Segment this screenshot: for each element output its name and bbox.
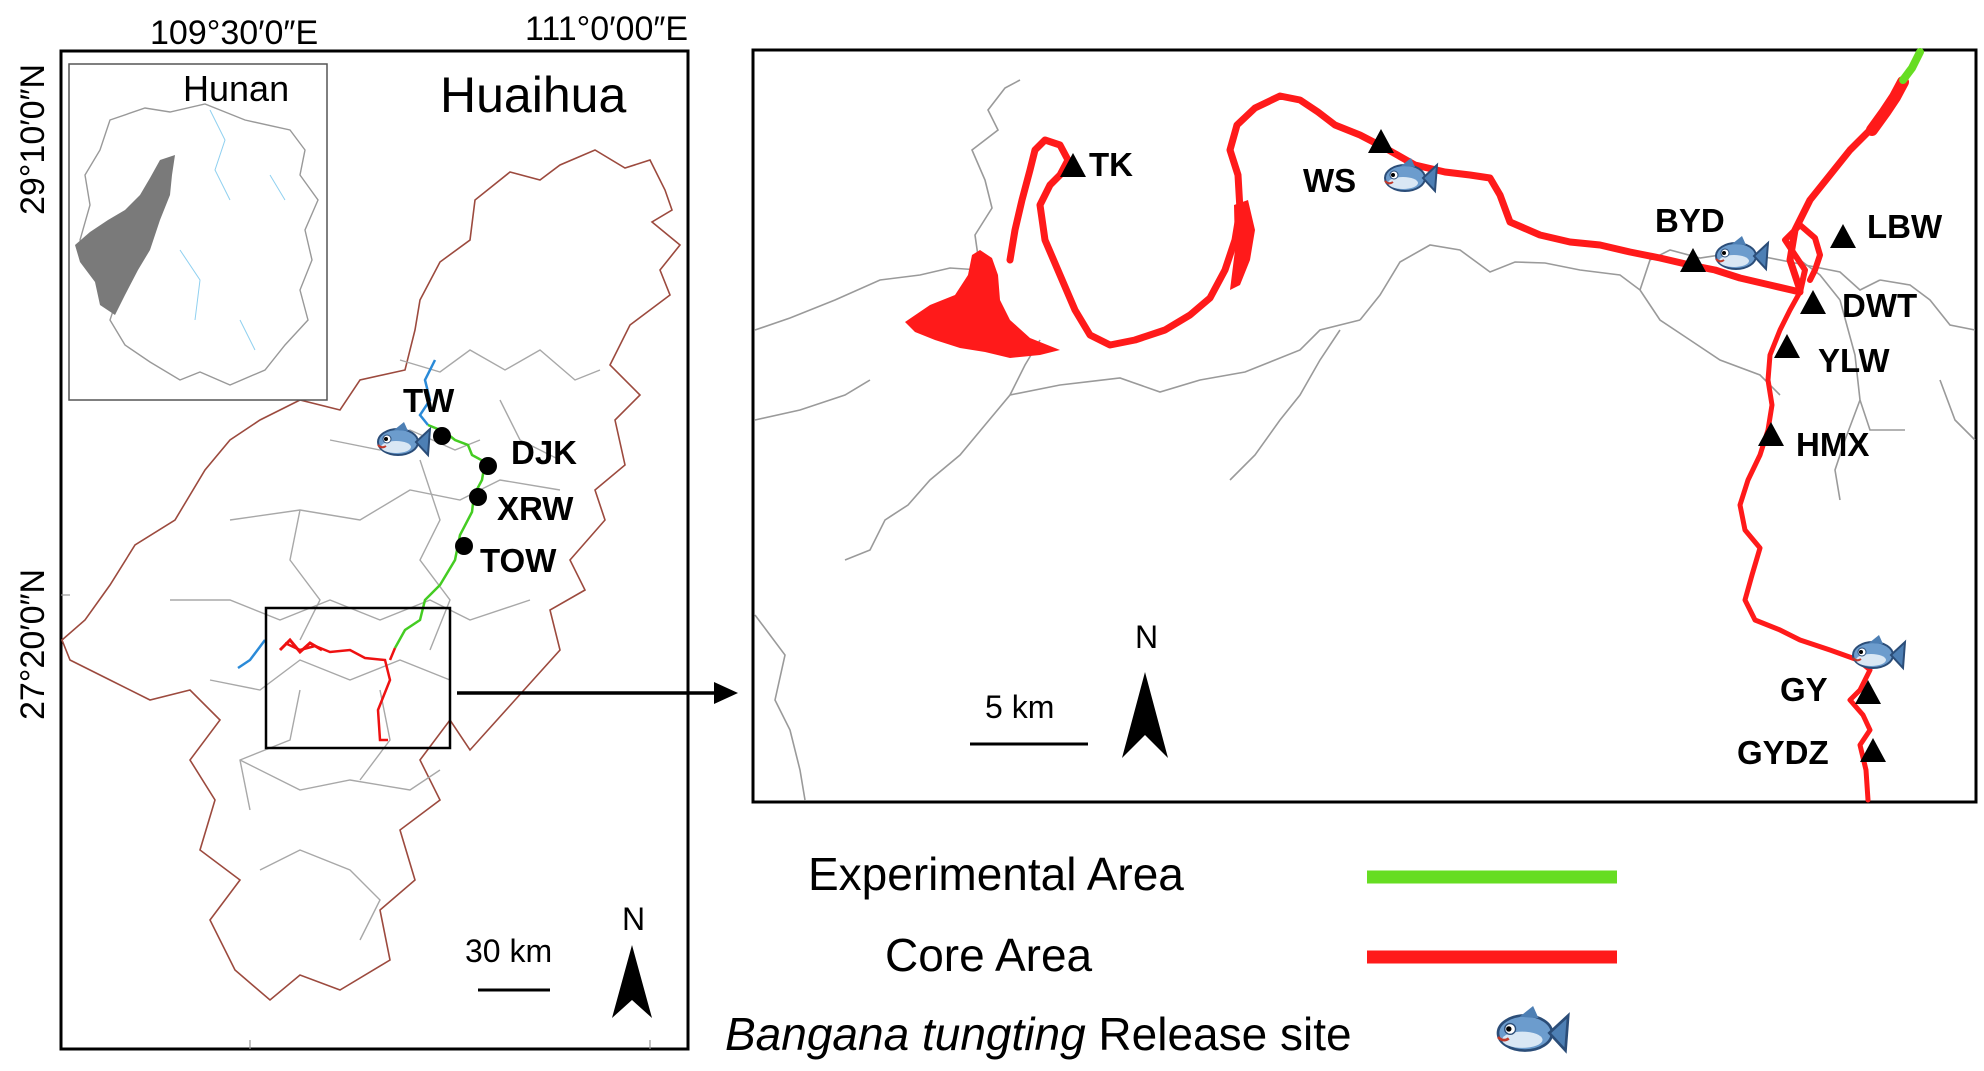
hunan-rivers	[179, 109, 286, 351]
overview-north-arrow-icon	[612, 945, 652, 1018]
site-marker-gydz	[1860, 738, 1886, 762]
site-label-djk: DJK	[511, 434, 577, 471]
core-area-widening	[1230, 200, 1255, 290]
site-marker-lbw	[1830, 224, 1856, 248]
overview-river-green	[393, 423, 487, 649]
site-marker-byd	[1680, 248, 1706, 272]
overview-north-label: N	[622, 901, 645, 937]
site-label-tw: TW	[403, 382, 455, 419]
site-label-lbw: LBW	[1867, 208, 1943, 245]
lat-label-1: 29°10′0″N	[14, 64, 52, 215]
legend-release-suffix: Release site	[1086, 1008, 1352, 1060]
core-area-reservoir	[905, 250, 1060, 358]
site-marker-tw	[433, 427, 451, 445]
overview-river-blue	[237, 359, 437, 670]
legend-experimental-label: Experimental Area	[808, 848, 1184, 900]
legend-release-label: Bangana tungting Release site	[725, 1008, 1352, 1060]
site-marker-hmx	[1758, 422, 1784, 446]
inset-label: Hunan	[183, 68, 289, 109]
detail-sites: TK WS BYD LBW DWT YLW HMX GY GYDZ	[1060, 129, 1943, 771]
zoom-extent-box	[264, 606, 452, 750]
site-label-xrw: XRW	[497, 490, 574, 527]
site-label-gy: GY	[1780, 671, 1828, 708]
site-marker-tk	[1060, 153, 1086, 177]
overview-map: 109°30′0″E 111°0′00″E 29°10′0″N 27°20′0″…	[14, 10, 690, 1051]
site-label-gydz: GYDZ	[1737, 734, 1829, 771]
site-label-hmx: HMX	[1796, 426, 1869, 463]
site-marker-gy	[1855, 680, 1881, 704]
overview-sites: TW DJK XRW TOW	[377, 382, 577, 579]
site-marker-xrw	[469, 488, 487, 506]
lat-label-2: 27°20′0″N	[14, 569, 52, 720]
site-label-tow: TOW	[480, 542, 557, 579]
site-marker-dwt	[1800, 290, 1826, 314]
site-marker-ylw	[1774, 334, 1800, 358]
huaihua-boundary	[61, 149, 682, 1002]
fish-icon	[377, 421, 431, 456]
detail-north-arrow-icon	[1122, 672, 1168, 758]
lon-label-2: 111°0′00″E	[525, 10, 688, 48]
site-marker-ws	[1368, 129, 1394, 153]
lon-label-1: 109°30′0″E	[150, 14, 318, 52]
detail-map: TK WS BYD LBW DWT YLW HMX GY GYDZ 5 km N	[751, 48, 1978, 804]
overview-frame	[59, 49, 690, 1051]
site-label-tk: TK	[1089, 146, 1133, 183]
legend-release-species: Bangana tungting	[725, 1008, 1086, 1060]
region-label: Huaihua	[440, 67, 626, 123]
fish-icon	[1496, 1004, 1570, 1052]
legend: Experimental Area Core Area Bangana tung…	[725, 848, 1617, 1060]
legend-core-label: Core Area	[885, 929, 1093, 981]
site-label-ws: WS	[1303, 162, 1356, 199]
site-marker-djk	[479, 457, 497, 475]
zoom-arrow	[457, 682, 738, 704]
site-marker-tow	[455, 537, 473, 555]
experimental-area-river	[1899, 48, 1924, 84]
site-label-ylw: YLW	[1818, 342, 1890, 379]
detail-scale-label: 5 km	[985, 689, 1054, 725]
huaihua-highlight	[75, 155, 175, 315]
county-boundaries	[170, 349, 601, 941]
overview-river-red	[284, 641, 397, 742]
graticule-ticks	[61, 594, 651, 1049]
site-label-byd: BYD	[1655, 202, 1725, 239]
hunan-inset: Hunan	[68, 63, 328, 401]
core-area-river	[1006, 76, 1909, 803]
overview-scale-label: 30 km	[465, 933, 552, 969]
site-label-dwt: DWT	[1842, 287, 1917, 324]
detail-north-label: N	[1135, 619, 1158, 655]
overview-river-red-core	[278, 637, 323, 655]
